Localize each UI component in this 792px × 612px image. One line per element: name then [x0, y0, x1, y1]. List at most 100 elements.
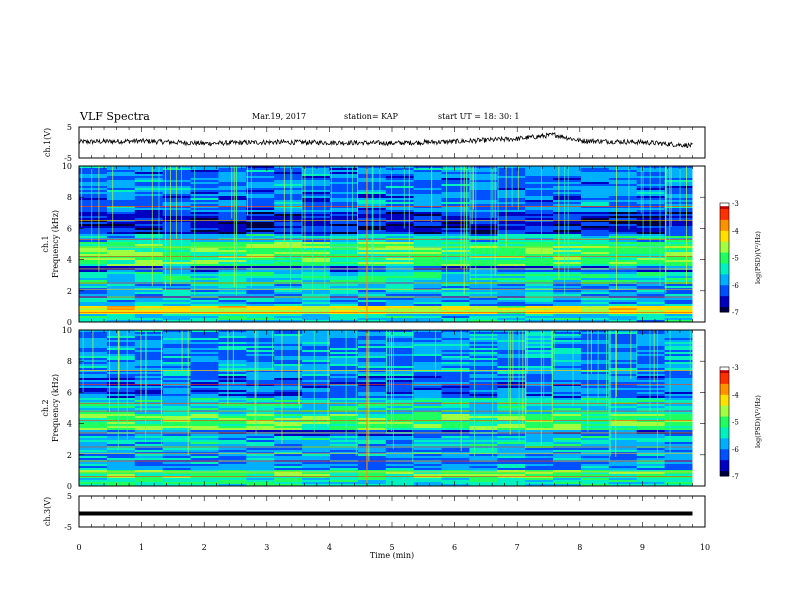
ch1-spectrogram-cell [441, 188, 470, 191]
ch2-spectrogram-cell [469, 372, 498, 375]
ch2-spectrogram-cell [274, 342, 303, 345]
ch1-spectrogram-cell [441, 274, 470, 277]
ch1-spectrogram-cell [190, 244, 220, 247]
ch2-spectrogram-cell [246, 398, 275, 401]
ch2-spectrogram-cell [413, 444, 443, 447]
ch1-spectrogram-cell [106, 286, 136, 289]
ch1-spectrogram-cell [608, 262, 638, 265]
ch2-spectrogram-cell [608, 464, 638, 467]
ch1-spectrogram-cell [274, 240, 303, 243]
ch1-spectrogram-cell [134, 256, 164, 259]
ch2-spectrogram-cell [413, 408, 443, 411]
ch2-spectrogram-cell [218, 456, 247, 459]
ch1-spectrogram-cell [413, 206, 443, 209]
ch1-spectrogram-cell [162, 206, 192, 209]
ch3-y-tick-label: -5 [64, 523, 72, 532]
ch2-spectrogram-cell [162, 360, 192, 363]
ch2-spectrogram-cell [190, 370, 220, 373]
ch2-spectrogram-cell [134, 406, 164, 409]
ch1-spectrogram-cell [246, 294, 275, 297]
ch1-spectrogram-cell [664, 218, 694, 221]
ch2-spectrogram-cell [385, 374, 415, 377]
ch1-spectrogram-cell [469, 208, 498, 211]
ch1-spectrogram-cell [525, 196, 554, 199]
ch2-spectrogram-cell [218, 394, 247, 397]
ch2-spectrogram-cell [608, 346, 638, 349]
ch1-spectrogram-cell [190, 230, 220, 233]
ch1-spectrogram-cell [357, 290, 387, 293]
ch2-spectrogram-cell [469, 346, 498, 349]
ch2-spectrogram-cell [469, 430, 498, 433]
colorbar-segment [720, 418, 729, 422]
ch1-spectrogram-cell [218, 320, 247, 323]
ch1-spectrogram-cell [664, 304, 694, 307]
ch1-spectrogram-cell [302, 180, 331, 183]
ch2-spectrogram-cell [525, 476, 554, 479]
ch1-spectrogram-cell [162, 192, 192, 195]
ch2-spectrogram-cell [79, 484, 108, 487]
ch2-spectrogram-cell [469, 354, 498, 357]
ch1-spectrogram-cell [413, 320, 443, 323]
ch2-spectrogram-cell [134, 390, 164, 393]
ch1-spectrogram-y-tick-label: 4 [67, 256, 72, 265]
ch2-spectrogram-cell [274, 422, 303, 425]
ch1-spectrogram-cell [79, 190, 108, 193]
ch1-spectrogram-cell [79, 310, 108, 313]
ch2-spectrogram-cell [385, 372, 415, 375]
ch2-spectrogram-cell [329, 356, 359, 359]
ch2-spectrogram-cell [469, 434, 498, 437]
ch1-spectrogram-cell [525, 312, 554, 315]
ch2-spectrogram-cell [79, 480, 108, 483]
ch1-spectrogram-cell [664, 212, 694, 215]
ch2-spectrogram-cell [134, 416, 164, 419]
ch2-spectrogram-cell [134, 348, 164, 351]
ch1-spectrogram-cell [302, 202, 331, 205]
ch1-spectrogram-cell [274, 300, 303, 303]
ch1-spectrogram-cell [664, 306, 694, 309]
ch2-spectrogram-cell [608, 462, 638, 465]
ch1-spectrogram-cell [385, 290, 415, 293]
ch2-spectrogram-cell [469, 386, 498, 389]
ch2-spectrogram-cell [580, 366, 610, 369]
ch2-spectrogram-cell [246, 330, 275, 333]
ch2-spectrogram-cell [302, 478, 331, 481]
ch1-spectrogram-cell [525, 176, 554, 179]
ch1-spectrogram-cell [385, 276, 415, 279]
ch2-spectrogram-cell [497, 468, 526, 471]
ch2-spectrogram-cell [218, 468, 247, 471]
ch2-spectrogram-cell [106, 390, 136, 393]
ch2-spectrogram-cell [106, 404, 136, 407]
ch1-spectrogram-cell [218, 214, 247, 217]
ch2-spectrogram-cell [190, 372, 220, 375]
ch1-spectrogram-cell [190, 252, 220, 255]
ch2-spectrogram-cell [413, 480, 443, 483]
ch2-spectrogram-cell [664, 384, 694, 387]
ch1-spectrogram-cell [664, 168, 694, 171]
ch2-spectrogram-cell [497, 482, 526, 485]
ch1-spectrogram-cell [162, 250, 192, 253]
ch2-spectrogram-cell [302, 472, 331, 475]
ch1-spectrogram-cell [441, 304, 470, 307]
ch1-spectrogram-cell [329, 218, 359, 221]
ch1-spectrogram-cell [441, 272, 470, 275]
ch2-spectrogram-cell [664, 474, 694, 477]
ch2-spectrogram-cell [385, 362, 415, 365]
ch2-spectrogram-cell [441, 436, 470, 439]
ch1-spectrogram-cell [413, 244, 443, 247]
ch2-spectrogram-cell [441, 396, 470, 399]
ch1-spectrogram-cell [274, 176, 303, 179]
ch1-spectrogram-cell [608, 168, 638, 171]
ch1-spectrogram-cell [329, 242, 359, 245]
ch1-spectrogram-cell [134, 274, 164, 277]
ch2-spectrogram-cell [525, 430, 554, 433]
ch2-spectrogram-cell [302, 440, 331, 443]
ch2-spectrogram-cell [246, 382, 275, 385]
ch1-spectrogram-cell [636, 182, 666, 185]
ch2-spectrogram-cell [302, 456, 331, 459]
ch1-spectrogram-cell [525, 224, 554, 227]
ch1-spectrogram-cell [664, 248, 694, 251]
ch1-spectrogram-cell [329, 220, 359, 223]
ch1-spectrogram-cell [469, 252, 498, 255]
ch2-spectrogram-cell [162, 470, 192, 473]
ch1-spectrogram-cell [246, 280, 275, 283]
